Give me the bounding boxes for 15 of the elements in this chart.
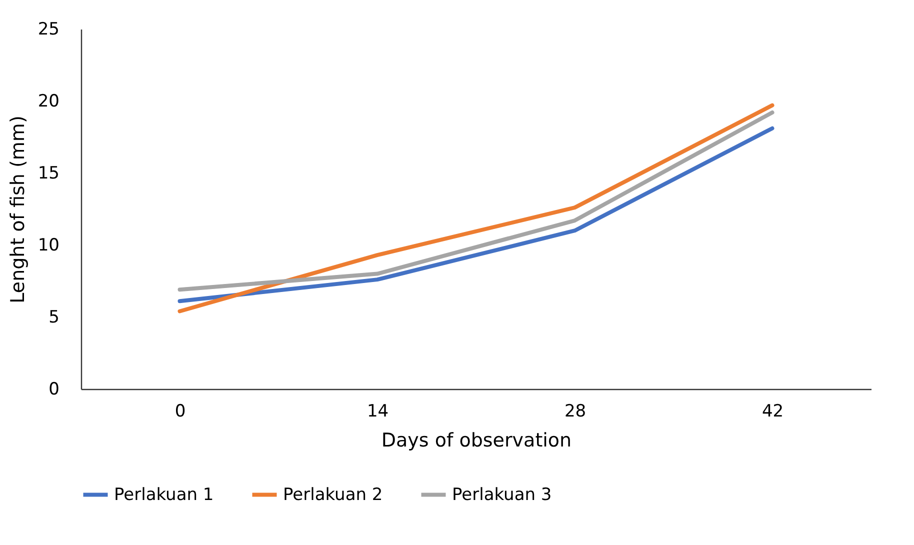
y-tick-label: 25 — [38, 20, 60, 40]
legend-label: Perlakuan 2 — [283, 484, 383, 505]
x-tick-label: 42 — [762, 402, 784, 422]
legend-label: Perlakuan 1 — [114, 484, 214, 505]
y-axis-title: Lenght of fish (mm) — [6, 116, 29, 304]
y-tick-label: 15 — [38, 164, 60, 184]
x-tick-label: 0 — [174, 402, 186, 422]
x-axis-title: Days of observation — [381, 430, 572, 452]
y-tick-label: 0 — [48, 380, 60, 400]
y-tick-label: 5 — [48, 308, 60, 328]
y-tick-label: 20 — [38, 92, 60, 112]
y-tick-label: 10 — [38, 236, 60, 256]
legend-label: Perlakuan 3 — [452, 484, 552, 505]
x-tick-label: 28 — [564, 402, 586, 422]
x-tick-label: 14 — [366, 402, 389, 422]
